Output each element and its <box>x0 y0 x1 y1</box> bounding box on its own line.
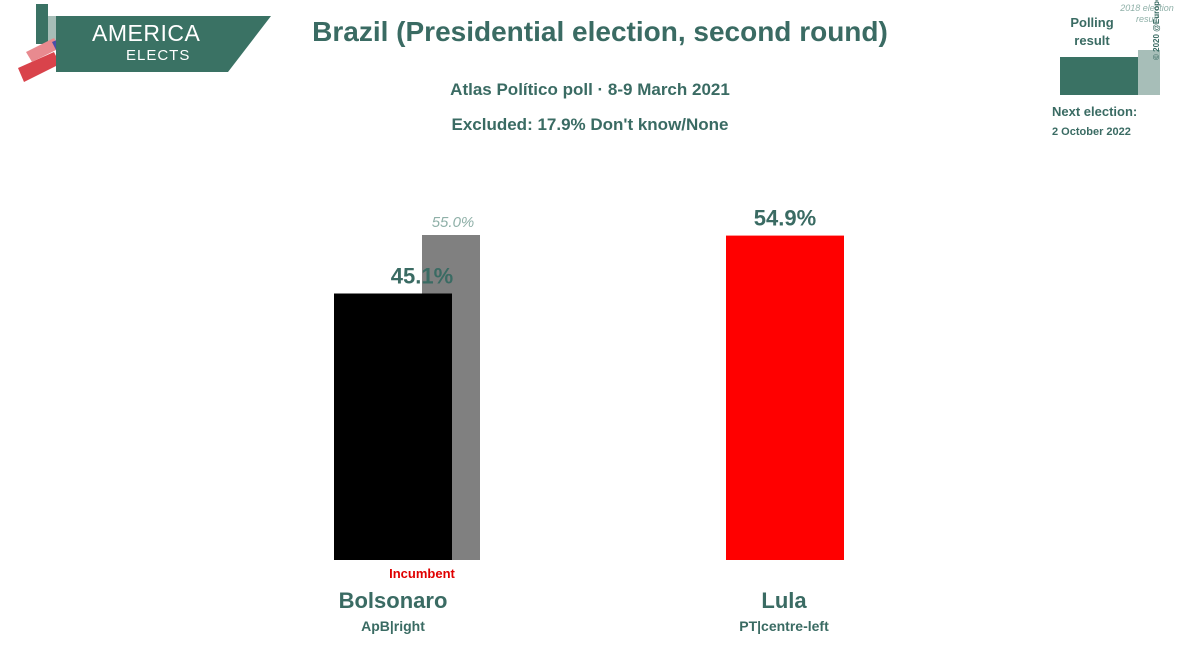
data-label-poll-bolsonaro: 45.1% <box>391 264 453 289</box>
bar-poll-lula <box>726 235 844 560</box>
legend-poll-label: Polling result <box>1070 15 1114 48</box>
candidate-party-bolsonaro: ApB|right <box>361 618 425 634</box>
legend: Polling result 2018 election result © 20… <box>1040 0 1200 160</box>
legend-previous-swatch <box>1138 50 1160 95</box>
data-label-previous-bolsonaro: 55.0% <box>432 214 475 231</box>
legend-previous-label: 2018 election result <box>1120 3 1174 24</box>
bar-poll-bolsonaro <box>334 293 452 560</box>
candidate-name-lula: Lula <box>761 588 807 613</box>
chart-title: Brazil (Presidential election, second ro… <box>312 16 888 47</box>
logo-text-elects: ELECTS <box>126 47 191 64</box>
legend-poll-swatch <box>1060 57 1138 95</box>
next-election-label: Next election: <box>1052 104 1138 119</box>
logo-text-america: AMERICA <box>92 20 201 46</box>
candidate-party-lula: PT|centre-left <box>739 618 829 634</box>
incumbent-label: Incumbent <box>389 566 455 581</box>
next-election-date: 2 October 2022 <box>1052 126 1131 138</box>
candidate-name-bolsonaro: Bolsonaro <box>338 588 448 613</box>
america-elects-logo: AMERICA ELECTS <box>14 2 271 84</box>
poll-subtitle: Atlas Político poll · 8-9 March 2021 <box>450 80 730 99</box>
excluded-note: Excluded: 17.9% Don't know/None <box>451 115 729 134</box>
data-label-poll-lula: 54.9% <box>754 206 816 231</box>
